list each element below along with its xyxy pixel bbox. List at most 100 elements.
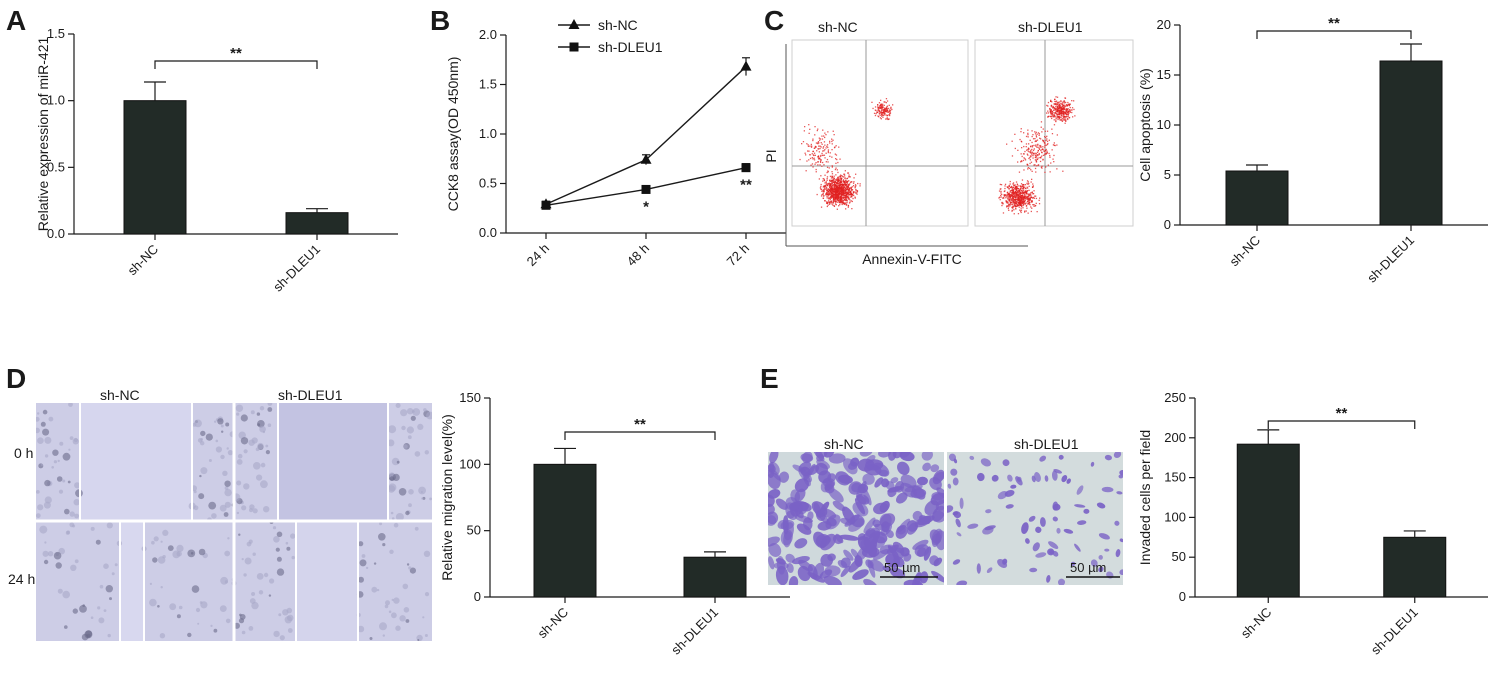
flow-dot (1056, 96, 1059, 98)
scratch-cell (236, 511, 240, 515)
flow-dot (1026, 149, 1028, 151)
flow-dot (1012, 195, 1014, 198)
scratch-cell (376, 588, 380, 592)
flow-dot (1057, 103, 1059, 105)
flow-dot (840, 189, 842, 191)
flow-dot (823, 150, 825, 152)
flow-dot (832, 177, 834, 179)
scratch-cell (56, 476, 63, 482)
flow-dot (1011, 198, 1013, 200)
flow-dot (1024, 190, 1027, 192)
panel-e-y-axis-label: Invaded cells per field (1137, 430, 1153, 565)
flow-dot (849, 194, 851, 196)
flow-dot (1019, 202, 1021, 204)
scratch-cell (265, 444, 269, 448)
transwell-cell (982, 526, 994, 535)
scratch-cell (200, 467, 208, 475)
transwell-cell (921, 452, 933, 461)
transwell-cell (852, 569, 869, 580)
flow-dot (1024, 158, 1026, 160)
scratch-cell (224, 488, 232, 497)
flow-dot (1035, 204, 1037, 207)
flow-dot (1014, 196, 1017, 198)
flow-dot (885, 114, 887, 116)
flow-dot (830, 177, 833, 179)
panel-e-y-tick-label: 150 (1164, 470, 1186, 485)
flow-dot (1009, 180, 1011, 183)
flow-dot (1015, 207, 1017, 209)
flow-dot (846, 180, 849, 183)
scratch-cell (37, 412, 40, 415)
flow-dot (837, 193, 840, 195)
flow-dot (1037, 143, 1039, 145)
flow-dot (1000, 194, 1002, 197)
flow-dot (828, 167, 830, 169)
flow-dot (1021, 202, 1023, 204)
flow-dot (1020, 191, 1022, 193)
transwell-cell (880, 522, 893, 536)
flow-dot (1035, 195, 1037, 197)
flow-dot (999, 196, 1001, 198)
flow-dot (1011, 195, 1013, 197)
scratch-cell (227, 450, 233, 456)
transwell-cell (1090, 559, 1098, 567)
scratch-cell (424, 592, 430, 597)
flow-dot (1030, 192, 1032, 194)
flow-dot (1044, 141, 1046, 143)
flow-dot (834, 181, 836, 183)
panel-c-significance-mark: ** (1328, 15, 1340, 32)
flow-dot (1039, 137, 1041, 139)
transwell-cell (1063, 528, 1074, 534)
flow-dot (1031, 207, 1033, 209)
flow-dot (830, 197, 832, 199)
flow-dot (879, 104, 881, 106)
scratch-cell (157, 605, 160, 608)
flow-dot (845, 184, 847, 186)
flow-dot (1035, 161, 1038, 163)
flow-dot (821, 138, 824, 140)
flow-dot (1008, 194, 1010, 196)
flow-dot (1051, 114, 1053, 116)
scratch-cell (57, 459, 60, 463)
flow-dot (1024, 203, 1026, 205)
scratch-cell (403, 444, 408, 449)
flow-dot (881, 108, 883, 110)
scratch-cell (421, 497, 424, 500)
flow-dot (830, 200, 832, 202)
panel-letter-b: B (430, 5, 450, 36)
flow-dot (1009, 205, 1011, 207)
transwell-cell (1025, 538, 1030, 544)
flow-dot (826, 179, 828, 181)
flow-dot (1053, 103, 1055, 105)
flow-dot (808, 150, 810, 152)
flow-dot (848, 184, 850, 186)
flow-dot (879, 110, 881, 113)
flow-dot (1054, 100, 1056, 103)
flow-dot (828, 182, 831, 184)
scratch-cell (260, 462, 266, 468)
flow-dot (842, 195, 844, 197)
legend-label-sh-nc: sh-NC (598, 17, 638, 33)
scratch-cell (417, 639, 420, 641)
panel-a-bar-sh-nc (123, 100, 187, 235)
flow-dot (804, 152, 806, 154)
panel-b-point-sh-dleu1 (541, 200, 551, 210)
flow-dot (834, 178, 836, 181)
flow-dot (855, 192, 857, 194)
flow-dot (832, 190, 834, 192)
flow-dot (1017, 190, 1019, 192)
scratch-cell (287, 628, 293, 633)
flow-dot (1015, 200, 1017, 202)
flow-dot (1028, 197, 1030, 199)
flow-dot (1033, 164, 1035, 166)
flow-dot (1062, 109, 1064, 111)
flow-dot (836, 195, 838, 197)
flow-dot (824, 200, 826, 202)
flow-dot (882, 114, 884, 116)
flow-dot (1071, 107, 1074, 109)
flow-dot (1054, 103, 1056, 105)
panel-d-y-tick-label: 150 (459, 390, 481, 405)
flow-dot (1017, 191, 1020, 193)
transwell-cell (916, 547, 927, 557)
panel-c-x-tick-label: sh-DLEU1 (1364, 233, 1417, 286)
